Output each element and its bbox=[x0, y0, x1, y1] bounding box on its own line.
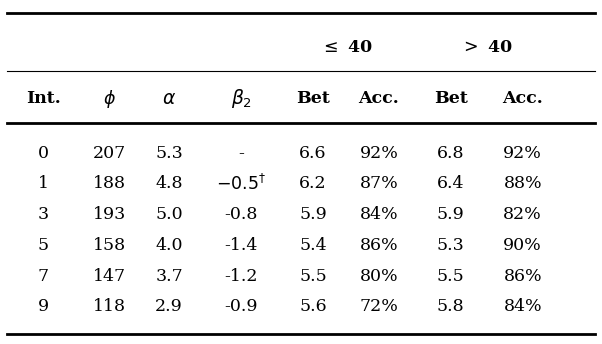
Text: 87%: 87% bbox=[359, 175, 399, 192]
Text: 84%: 84% bbox=[359, 206, 398, 223]
Text: 9: 9 bbox=[38, 298, 49, 315]
Text: $>$ 40: $>$ 40 bbox=[461, 39, 513, 56]
Text: $\it{\phi}$: $\it{\phi}$ bbox=[103, 88, 116, 110]
Text: 0: 0 bbox=[38, 145, 49, 162]
Text: 92%: 92% bbox=[359, 145, 399, 162]
Text: 82%: 82% bbox=[503, 206, 542, 223]
Text: $\beta_2$: $\beta_2$ bbox=[231, 87, 252, 110]
Text: 207: 207 bbox=[93, 145, 126, 162]
Text: 5.8: 5.8 bbox=[437, 298, 465, 315]
Text: $-0.5^{\dagger}$: $-0.5^{\dagger}$ bbox=[216, 174, 266, 194]
Text: Int.: Int. bbox=[26, 90, 61, 107]
Text: 6.6: 6.6 bbox=[299, 145, 327, 162]
Text: 5.9: 5.9 bbox=[437, 206, 465, 223]
Text: 3: 3 bbox=[38, 206, 49, 223]
Text: 6.8: 6.8 bbox=[437, 145, 465, 162]
Text: 86%: 86% bbox=[359, 237, 398, 254]
Text: 2.9: 2.9 bbox=[155, 298, 183, 315]
Text: 72%: 72% bbox=[359, 298, 399, 315]
Text: 6.4: 6.4 bbox=[437, 175, 465, 192]
Text: Bet: Bet bbox=[296, 90, 330, 107]
Text: -1.2: -1.2 bbox=[225, 268, 258, 284]
Text: 1: 1 bbox=[38, 175, 49, 192]
Text: 5.3: 5.3 bbox=[437, 237, 465, 254]
Text: 84%: 84% bbox=[503, 298, 542, 315]
Text: 4.8: 4.8 bbox=[155, 175, 183, 192]
Text: -1.4: -1.4 bbox=[225, 237, 258, 254]
Text: $\alpha$: $\alpha$ bbox=[162, 90, 176, 108]
Text: 3.7: 3.7 bbox=[155, 268, 183, 284]
Text: 5.0: 5.0 bbox=[155, 206, 183, 223]
Text: 5.5: 5.5 bbox=[437, 268, 465, 284]
Text: -0.8: -0.8 bbox=[225, 206, 258, 223]
Text: 5.5: 5.5 bbox=[299, 268, 327, 284]
Text: 88%: 88% bbox=[503, 175, 542, 192]
Text: 86%: 86% bbox=[503, 268, 542, 284]
Text: -: - bbox=[238, 145, 244, 162]
Text: 4.0: 4.0 bbox=[155, 237, 183, 254]
Text: 118: 118 bbox=[93, 298, 126, 315]
Text: $\leq$ 40: $\leq$ 40 bbox=[320, 39, 373, 56]
Text: 193: 193 bbox=[93, 206, 126, 223]
Text: 92%: 92% bbox=[503, 145, 542, 162]
Text: Bet: Bet bbox=[434, 90, 468, 107]
Text: 5.3: 5.3 bbox=[155, 145, 183, 162]
Text: 6.2: 6.2 bbox=[299, 175, 327, 192]
Text: 5.9: 5.9 bbox=[299, 206, 327, 223]
Text: -0.9: -0.9 bbox=[225, 298, 258, 315]
Text: 147: 147 bbox=[93, 268, 126, 284]
Text: 158: 158 bbox=[93, 237, 126, 254]
Text: Acc.: Acc. bbox=[502, 90, 543, 107]
Text: 7: 7 bbox=[38, 268, 49, 284]
Text: Acc.: Acc. bbox=[359, 90, 399, 107]
Text: 90%: 90% bbox=[503, 237, 542, 254]
Text: 80%: 80% bbox=[359, 268, 398, 284]
Text: 5.6: 5.6 bbox=[299, 298, 327, 315]
Text: 5: 5 bbox=[38, 237, 49, 254]
Text: 188: 188 bbox=[93, 175, 126, 192]
Text: 5.4: 5.4 bbox=[299, 237, 327, 254]
